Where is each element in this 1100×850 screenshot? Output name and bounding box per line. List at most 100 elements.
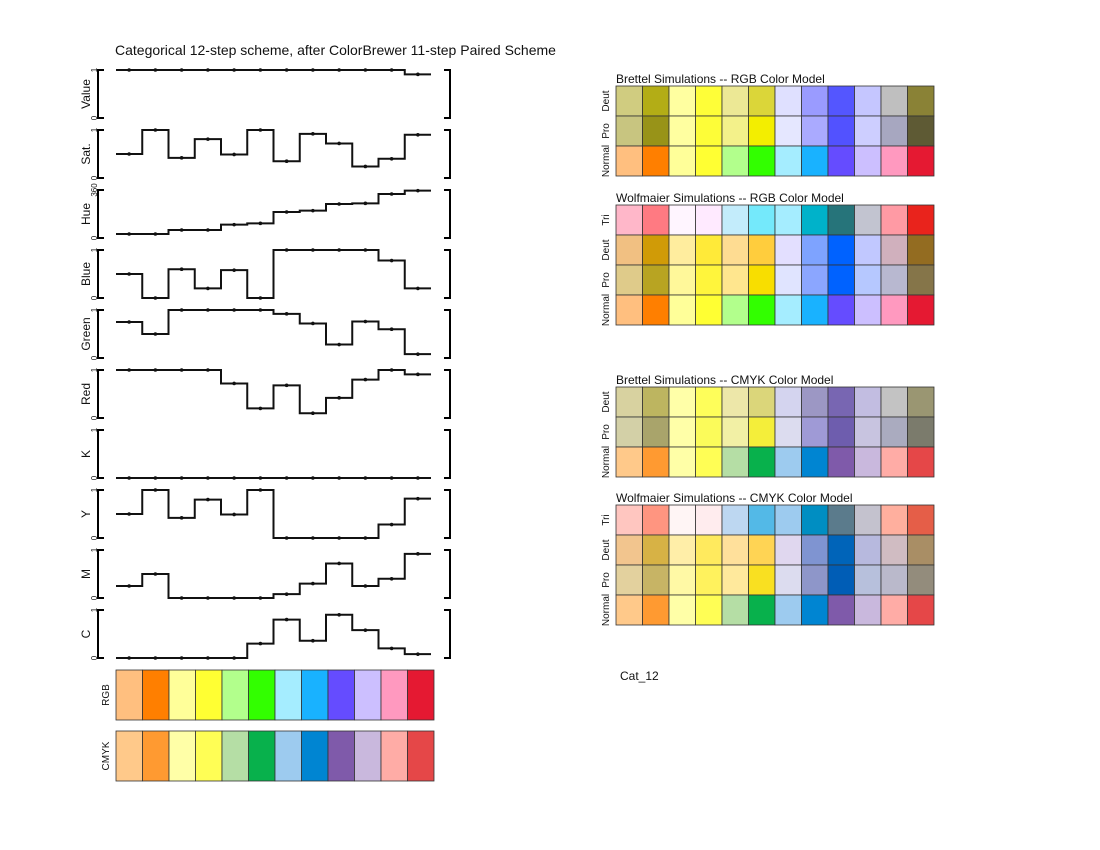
- simulation-cell: [615, 534, 643, 566]
- swatch-cell: [142, 669, 170, 721]
- simulation-block: Wolfmaier Simulations -- RGB Color Model…: [601, 191, 935, 326]
- swatch-cell: [274, 669, 302, 721]
- swatch-label: RGB: [101, 684, 112, 706]
- simulation-cell: [748, 85, 776, 117]
- simulation-title: Brettel Simulations -- RGB Color Model: [616, 72, 825, 86]
- simulation-cell: [827, 386, 855, 418]
- panel-point: [179, 368, 184, 372]
- panel-right-axis: [444, 549, 451, 599]
- panel-point: [127, 512, 131, 516]
- panel-left-axis: [97, 189, 104, 239]
- panel-point: [337, 476, 341, 480]
- simulation-cell: [695, 386, 723, 418]
- simulation-cell: [668, 115, 696, 147]
- panel-k: K 0 1: [79, 427, 451, 480]
- panel-point: [179, 476, 184, 480]
- panel-point: [363, 164, 368, 169]
- simulation-cell: [827, 234, 855, 266]
- panel-point: [206, 596, 210, 600]
- simulation-cell: [748, 416, 776, 448]
- panel-point: [311, 208, 315, 213]
- panel-point: [311, 321, 315, 326]
- simulation-cell: [907, 564, 935, 596]
- simulation-cell: [801, 234, 829, 266]
- simulation-cell: [801, 294, 829, 326]
- panel-point: [258, 488, 263, 492]
- panel-tick-label: 1: [90, 127, 99, 132]
- swatch-cell: [221, 730, 249, 782]
- panel-point: [127, 68, 131, 72]
- simulation-cell: [668, 564, 696, 596]
- panel-sat: Sat. 0 1: [79, 127, 451, 180]
- panel-point: [153, 296, 158, 300]
- panel-left-axis: [97, 129, 104, 179]
- panel-point: [284, 592, 289, 596]
- panel-point: [284, 383, 289, 388]
- simulation-cell: [854, 85, 882, 117]
- panel-point: [127, 368, 131, 372]
- simulation-cell: [695, 504, 723, 536]
- panel-label: Blue: [79, 262, 93, 286]
- panel-point: [311, 68, 315, 72]
- simulation-cell: [668, 264, 696, 296]
- panel-point: [232, 512, 236, 517]
- simulation-cell: [774, 564, 802, 596]
- panel-point: [232, 308, 236, 312]
- panel-point: [232, 222, 236, 227]
- swatch-cell: [380, 669, 408, 721]
- simulation-cell: [880, 145, 908, 177]
- panel-point: [206, 308, 210, 312]
- simulation-cell: [774, 294, 802, 326]
- panel-point: [179, 156, 184, 160]
- simulation-cell: [854, 294, 882, 326]
- simulation-cell: [695, 416, 723, 448]
- panel-point: [416, 552, 420, 556]
- simulation-cell: [721, 294, 749, 326]
- simulation-cell: [668, 85, 696, 117]
- panel-left-axis: [97, 249, 104, 299]
- simulation-cell: [615, 145, 643, 177]
- simulation-cell: [774, 85, 802, 117]
- simulation-cell: [642, 264, 670, 296]
- panel-label: Value: [79, 79, 93, 109]
- panel-label: Hue: [79, 203, 93, 225]
- simulation-cell: [642, 594, 670, 626]
- simulation-cell: [854, 504, 882, 536]
- simulation-cell: [854, 145, 882, 177]
- panel-y: Y 0 1: [79, 487, 451, 540]
- simulation-cell: [721, 416, 749, 448]
- simulation-cell: [854, 115, 882, 147]
- panel-point: [363, 201, 368, 206]
- simulation-cell: [748, 294, 776, 326]
- simulation-cell: [854, 534, 882, 566]
- simulation-cell: [668, 204, 696, 236]
- panel-left-axis: [97, 549, 104, 599]
- panel-point: [363, 476, 368, 480]
- simulation-cell: [827, 564, 855, 596]
- swatch-cell: [168, 669, 196, 721]
- simulation-cell: [907, 386, 935, 418]
- simulation-cell: [801, 564, 829, 596]
- simulation-cell: [748, 264, 776, 296]
- simulation-cell: [827, 294, 855, 326]
- swatch-cell: [115, 730, 143, 782]
- simulation-cell: [721, 115, 749, 147]
- panel-point: [311, 476, 315, 480]
- simulation-cell: [880, 446, 908, 478]
- simulation-cell: [668, 234, 696, 266]
- simulation-cell: [801, 264, 829, 296]
- simulation-cell: [827, 145, 855, 177]
- panel-left-axis: [97, 369, 104, 419]
- swatch-cell: [301, 730, 329, 782]
- panel-point: [127, 152, 131, 156]
- panel-point: [153, 488, 158, 492]
- simulation-row-label: Normal: [601, 594, 612, 626]
- simulation-cell: [642, 115, 670, 147]
- simulation-cell: [615, 294, 643, 326]
- panel-tick-label: 0: [90, 175, 99, 180]
- simulation-cell: [774, 264, 802, 296]
- panel-right-axis: [444, 429, 451, 479]
- simulation-cell: [721, 204, 749, 236]
- panel-point: [232, 656, 236, 660]
